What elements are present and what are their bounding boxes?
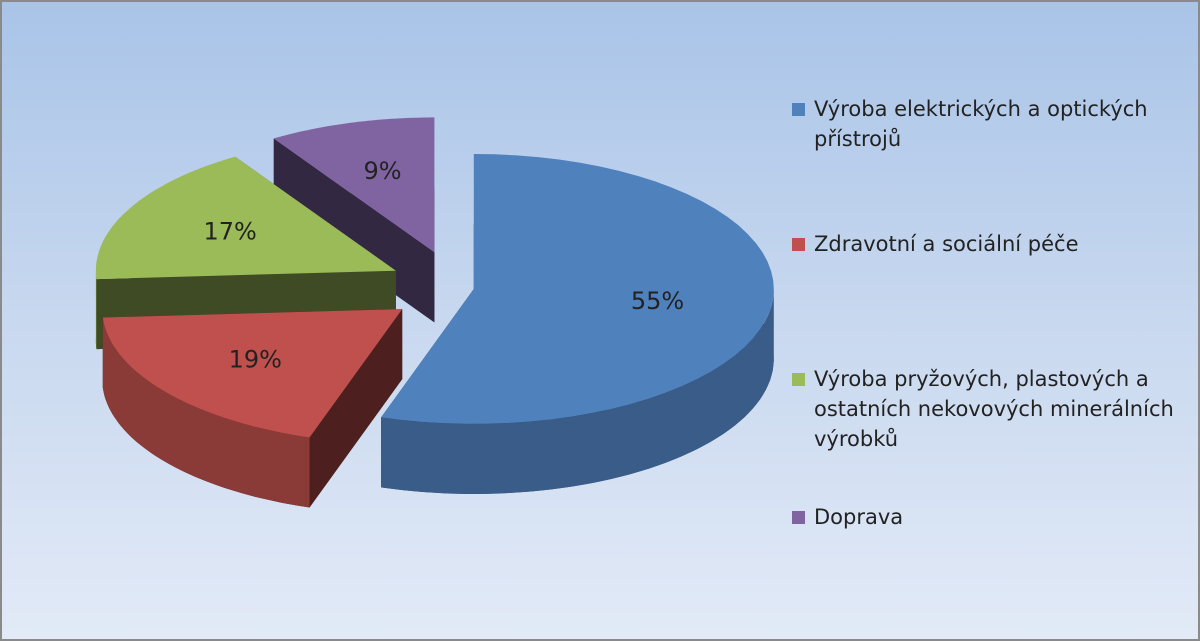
legend-item: Zdravotní a sociální péče	[792, 229, 1194, 259]
legend-label: Výroba pryžových, plastových a ostatních…	[814, 367, 1174, 451]
data-label: 55%	[631, 287, 684, 315]
slice-top	[381, 154, 774, 424]
legend-label: Výroba elektrických a optických přístroj…	[814, 97, 1148, 151]
slice-top	[95, 156, 396, 280]
slice-top	[273, 117, 435, 253]
slice-wall	[102, 317, 310, 508]
legend-item: Výroba pryžových, plastových a ostatních…	[792, 364, 1194, 454]
legend-swatch	[792, 238, 805, 251]
legend-swatch	[792, 103, 805, 116]
legend-label: Doprava	[814, 505, 904, 529]
slice-wall	[381, 289, 774, 494]
data-label: 17%	[203, 218, 256, 246]
data-label: 9%	[363, 157, 401, 185]
legend-swatch	[792, 373, 805, 386]
legend-swatch	[792, 511, 805, 524]
legend-item: Výroba elektrických a optických přístroj…	[792, 94, 1194, 154]
legend-label: Zdravotní a sociální péče	[814, 232, 1079, 256]
slice	[381, 154, 774, 494]
slice-wall	[95, 270, 97, 350]
slice-top	[102, 309, 403, 438]
data-label: 19%	[229, 345, 282, 373]
slice	[102, 309, 403, 508]
legend-item: Doprava	[792, 502, 1194, 532]
